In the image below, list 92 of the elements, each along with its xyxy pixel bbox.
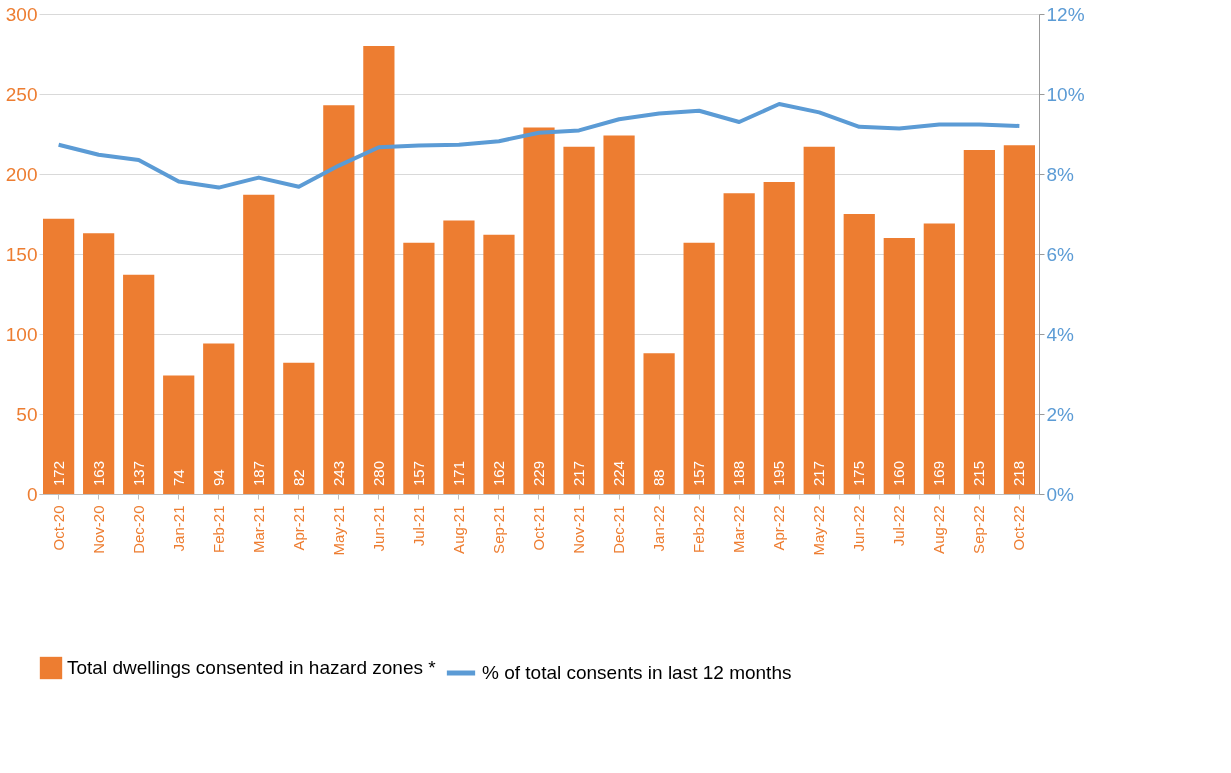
data-label: 217 (810, 460, 828, 486)
bar (163, 375, 195, 494)
bar (43, 218, 75, 494)
data-label: 217 (570, 460, 588, 486)
y-tick-label: 200 (5, 163, 38, 185)
bar (523, 127, 555, 494)
bar (203, 343, 235, 494)
data-label: 88 (650, 469, 668, 486)
bar (83, 233, 115, 494)
x-tick-label: Nov-21 (570, 505, 588, 554)
data-label: 195 (770, 460, 788, 486)
x-tick-label: May-21 (329, 505, 347, 556)
data-label: 162 (489, 460, 507, 486)
bar (403, 242, 435, 494)
data-label: 160 (890, 460, 908, 486)
data-label: 82 (289, 469, 307, 486)
bar (803, 146, 835, 494)
x-tick-label: Jan-22 (650, 505, 668, 552)
bar (883, 238, 915, 494)
data-label: 188 (730, 460, 748, 486)
bar (483, 234, 515, 494)
x-tick-label: Mar-21 (249, 505, 267, 554)
x-tick-label: Sep-21 (489, 505, 507, 554)
legend-label: % of total consents in last 12 months (482, 662, 792, 683)
data-label: 187 (249, 460, 267, 486)
bar (923, 223, 955, 494)
x-tick-label: Oct-21 (530, 505, 547, 551)
y2-tick-label: 6% (1046, 243, 1075, 265)
data-label: 172 (49, 460, 67, 486)
line-series (56, 102, 1022, 190)
bar (1003, 145, 1035, 494)
y2-tick-label: 10% (1046, 83, 1085, 105)
data-label: 157 (690, 460, 708, 486)
x-tick-label: Jul-21 (409, 505, 427, 547)
x-tick-label: Jun-21 (369, 505, 387, 552)
bar (683, 242, 715, 494)
bar (723, 193, 755, 494)
x-tick-label: Dec-21 (610, 505, 628, 554)
data-label: 215 (970, 460, 988, 486)
data-label: 175 (850, 460, 868, 486)
data-label: 163 (89, 460, 107, 486)
data-label: 94 (209, 469, 227, 486)
bar (963, 150, 995, 494)
bar (843, 214, 875, 494)
legend-label: Total dwellings consented in hazard zones * (67, 657, 437, 678)
x-tick-label: Oct-22 (1010, 505, 1028, 551)
x-tick-label: May-22 (810, 505, 828, 556)
x-tick-label: Apr-22 (770, 505, 788, 551)
data-label: 229 (530, 460, 547, 486)
data-label: 74 (169, 469, 187, 486)
bar (763, 182, 795, 494)
bar (643, 353, 675, 494)
y-tick-label: 0 (26, 483, 38, 505)
y2-tick-label: 2% (1046, 403, 1075, 425)
bar (363, 46, 395, 494)
data-label: 280 (369, 460, 387, 486)
x-tick-label: Oct-20 (49, 505, 67, 551)
bar (323, 105, 355, 494)
y-tick-label: 50 (16, 403, 38, 425)
data-label: 218 (1010, 460, 1028, 486)
bar (443, 220, 475, 494)
x-tick-label: Mar-22 (730, 505, 748, 554)
x-tick-label: Dec-20 (129, 505, 147, 554)
x-tick-label: Jul-22 (890, 505, 908, 547)
y-tick-label: 300 (5, 3, 38, 25)
x-tick-label: Aug-22 (930, 505, 948, 554)
x-tick-label: Jun-22 (850, 505, 868, 552)
data-label: 224 (610, 460, 628, 486)
x-tick-label: Feb-22 (690, 505, 708, 554)
bar (603, 135, 635, 494)
x-tick-label: Nov-20 (89, 505, 107, 554)
x-tick-label: Aug-21 (449, 505, 467, 554)
y2-tick-label: 8% (1046, 163, 1075, 185)
data-label: 171 (449, 460, 467, 486)
data-label: 137 (129, 460, 147, 486)
x-tick-label: Sep-22 (970, 505, 988, 554)
data-label: 243 (329, 460, 347, 486)
y-tick-label: 150 (5, 243, 38, 265)
y-tick-label: 100 (5, 323, 38, 345)
x-tick-label: Jan-21 (169, 505, 187, 552)
y2-tick-label: 0% (1046, 483, 1075, 505)
bar (283, 362, 315, 494)
y-tick-label: 250 (5, 83, 38, 105)
x-tick-label: Apr-21 (289, 505, 307, 551)
bar (123, 274, 155, 494)
x-tick-label: Feb-21 (209, 505, 227, 554)
data-label: 169 (930, 460, 948, 486)
y2-tick-label: 12% (1046, 3, 1085, 25)
bar (563, 146, 595, 494)
bar (243, 194, 275, 494)
data-label: 157 (409, 460, 427, 486)
y2-tick-label: 4% (1046, 323, 1075, 345)
